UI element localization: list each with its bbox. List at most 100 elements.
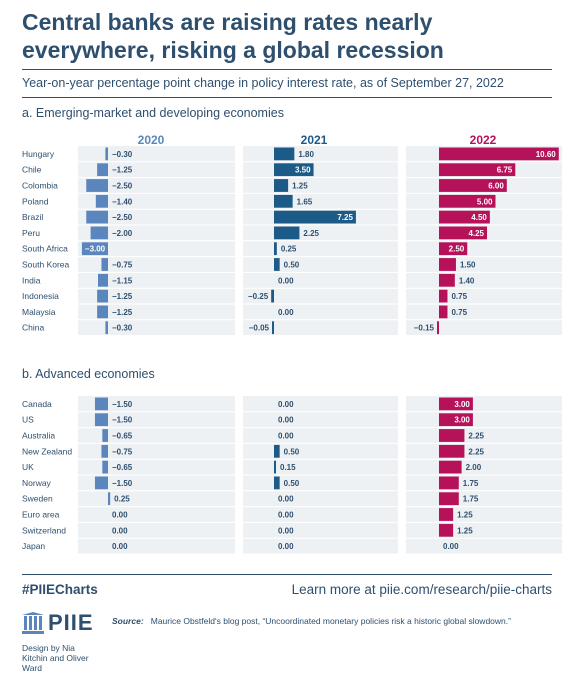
country-label-south-africa: South Africa [22,244,68,254]
bar-malaysia-2020 [97,305,108,319]
country-label-switzerland: Switzerland [22,525,66,535]
value-label-japan-2022: 0.00 [443,542,459,551]
value-label-australia-2021: 0.00 [278,432,294,441]
bar-chile-2021 [274,163,314,177]
value-label-south-korea-2020: −0.75 [112,261,133,270]
bar-brazil-2021 [274,210,356,224]
value-label-poland-2021: 1.65 [297,197,313,206]
design-credit: Design by Nia Kitchin and Oliver Ward [22,643,89,673]
country-label-uk: UK [22,462,34,472]
bar-malaysia-2022 [439,305,448,319]
value-label-sweden-2021: 0.00 [278,495,294,504]
value-label-uk-2020: −0.65 [112,463,133,472]
bar-indonesia-2022 [439,289,448,303]
source-label: Source: [112,616,144,626]
bar-hungary-2020 [105,147,108,161]
country-label-brazil: Brazil [22,212,43,222]
bar-us-2020 [94,413,108,427]
bar-hungary-2022 [439,147,559,161]
bar-china-2022 [437,321,439,335]
bar-colombia-2022 [439,179,507,192]
value-label-switzerland-2021: 0.00 [278,526,294,535]
value-label-colombia-2020: −2.50 [112,182,133,191]
value-label-sweden-2022: 1.75 [463,495,479,504]
bar-brazil-2020 [86,210,108,224]
bar-chart: Hungary −0.30 1.80 10.60 Chile −1.25 3.50 6.75 C… [22,146,562,555]
bar-south-africa-2021 [274,242,277,256]
bar-south-africa-2020 [81,242,108,256]
bar-south-africa-2022 [439,242,468,256]
bar-poland-2021 [274,194,293,208]
footer-divider [22,574,552,575]
value-label-peru-2020: −2.00 [112,229,133,238]
bar-australia-2020 [102,429,108,442]
section-b-title: b. Advanced economies [22,367,155,381]
bar-india-2020 [97,273,108,287]
value-label-new-zealand-2020: −0.75 [112,447,133,456]
bar-uk-2021 [274,460,276,474]
country-label-australia: Australia [22,431,55,441]
value-label-canada-2021: 0.00 [278,400,294,409]
bar-australia-2022 [439,429,465,442]
bar-switzerland-2022 [439,523,454,537]
bar-china-2020 [105,321,108,335]
country-label-india: India [22,275,41,285]
source-text: Maurice Obstfeld's blog post, “Uncoordin… [150,616,511,626]
value-label-china-2021: −0.05 [249,324,270,333]
value-label-hungary-2020: −0.30 [112,150,133,159]
country-label-china: China [22,323,44,333]
bar-new-zealand-2022 [439,444,465,458]
country-label-hungary: Hungary [22,149,55,159]
value-label-peru-2022: 4.25 [468,229,484,238]
value-label-malaysia-2020: −1.25 [112,308,133,317]
bar-poland-2020 [95,194,108,208]
country-label-south-korea: South Korea [22,260,70,270]
bar-peru-2020 [90,226,108,240]
title-divider [22,69,552,70]
value-label-hungary-2021: 1.80 [298,150,314,159]
bar-poland-2022 [439,194,496,208]
bar-euro-area-2022 [439,508,454,521]
country-label-peru: Peru [22,228,40,238]
bar-colombia-2021 [274,179,289,192]
country-label-us: US [22,415,34,425]
country-label-euro-area: Euro area [22,510,60,520]
column-header-2022: 2022 [469,133,497,147]
value-label-japan-2021: 0.00 [278,542,294,551]
bar-chile-2020 [97,163,108,177]
value-label-canada-2022: 3.00 [454,400,470,409]
value-label-australia-2020: −0.65 [112,432,133,441]
value-label-colombia-2021: 1.25 [292,182,308,191]
value-label-india-2020: −1.15 [112,276,133,285]
bar-south-korea-2020 [101,258,108,271]
country-label-chile: Chile [22,165,42,175]
value-label-new-zealand-2021: 0.50 [284,447,300,456]
value-label-norway-2020: −1.50 [112,479,133,488]
country-label-poland: Poland [22,196,49,206]
value-label-colombia-2022: 6.00 [488,182,504,191]
chart-title: Central banks are raising rates nearly e… [22,9,444,63]
value-label-poland-2020: −1.40 [112,197,133,206]
value-label-china-2022: −0.15 [414,324,435,333]
value-label-euro-area-2020: 0.00 [112,511,128,520]
value-label-south-korea-2022: 1.50 [460,261,476,270]
country-label-malaysia: Malaysia [22,307,56,317]
value-label-norway-2022: 1.75 [463,479,479,488]
value-label-indonesia-2022: 0.75 [451,292,467,301]
country-label-indonesia: Indonesia [22,291,59,301]
bar-uk-2022 [439,460,462,474]
bar-south-korea-2022 [439,258,456,271]
country-label-colombia: Colombia [22,181,58,191]
country-label-new-zealand: New Zealand [22,446,72,456]
bar-peru-2022 [439,226,488,240]
bar-canada-2022 [439,397,473,411]
value-label-japan-2020: 0.00 [112,542,128,551]
source-note: Source: Maurice Obstfeld's blog post, “U… [112,616,511,626]
value-label-chile-2021: 3.50 [295,166,311,175]
value-label-us-2021: 0.00 [278,416,294,425]
bar-india-2022 [439,273,455,287]
value-label-uk-2021: 0.15 [280,463,296,472]
value-label-south-africa-2021: 0.25 [281,245,297,254]
learn-more-link[interactable]: Learn more at piie.com/research/piie-cha… [291,582,552,597]
value-label-norway-2021: 0.50 [284,479,300,488]
